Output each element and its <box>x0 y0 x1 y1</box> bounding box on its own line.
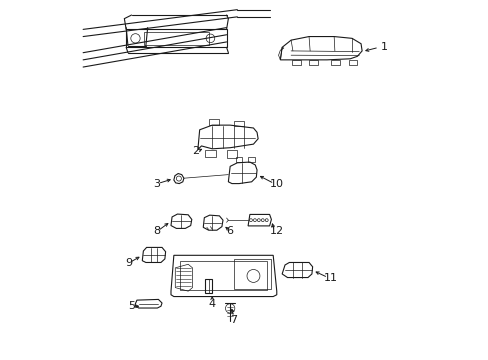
Text: 6: 6 <box>225 226 232 236</box>
Bar <box>144 32 208 45</box>
Text: 3: 3 <box>153 179 160 189</box>
Text: 4: 4 <box>208 299 215 309</box>
Text: 5: 5 <box>128 301 135 311</box>
Text: 12: 12 <box>269 226 283 236</box>
Bar <box>180 261 266 290</box>
Text: 7: 7 <box>230 315 237 325</box>
Text: 9: 9 <box>125 258 132 268</box>
Text: 8: 8 <box>153 226 160 236</box>
Text: 1: 1 <box>380 42 387 52</box>
Text: 11: 11 <box>323 273 337 283</box>
Text: 2: 2 <box>192 146 199 156</box>
Text: 10: 10 <box>269 179 283 189</box>
